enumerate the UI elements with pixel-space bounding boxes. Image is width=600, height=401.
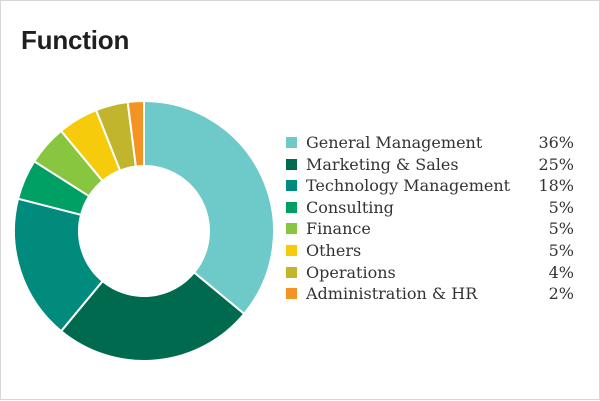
legend-percent: 5% [548,240,574,260]
legend-percent: 36% [538,133,574,152]
legend-percent: 25% [538,154,574,174]
legend-item: Finance 5% [286,218,586,240]
legend-swatch [286,137,297,148]
legend-swatch [286,244,297,256]
legend-swatch [286,223,297,235]
legend-label: Finance [306,219,371,239]
legend-percent: 2% [548,284,574,304]
legend-item: Administration & HR 2% [286,283,586,305]
legend-percent: 5% [548,219,574,239]
legend-item: Consulting 5% [286,197,586,219]
legend-label: Technology Management [306,176,511,196]
legend-swatch [286,180,297,192]
legend-label: General Management [306,133,483,152]
legend-percent: 5% [548,197,574,217]
legend-item: General Management 36% [286,132,586,154]
legend-swatch [286,288,297,300]
legend-label: Marketing & Sales [306,154,459,174]
legend-percent: 18% [538,176,574,196]
legend-item: Others 5% [286,240,586,262]
legend-swatch [286,266,297,278]
legend-item: Operations 4% [286,262,586,284]
chart-legend: General Management 36% Marketing & Sales 25… [286,132,586,305]
legend-label: Others [306,240,362,260]
donut-slice-general-management [143,99,275,316]
legend-label: Operations [306,262,396,282]
legend-item: Technology Management 18% [286,175,586,197]
donut-slice-administration-hr [126,99,145,168]
chart-title: Function [21,25,130,55]
legend-label: Consulting [306,197,394,217]
legend-swatch [286,158,297,170]
donut-slice-technology-management [13,197,104,333]
donut-slice-marketing-sales [59,271,246,362]
legend-swatch [286,201,297,213]
legend-label: Administration & HR [306,284,478,304]
legend-percent: 4% [548,262,574,282]
legend-item: Marketing & Sales 25% [286,154,586,176]
